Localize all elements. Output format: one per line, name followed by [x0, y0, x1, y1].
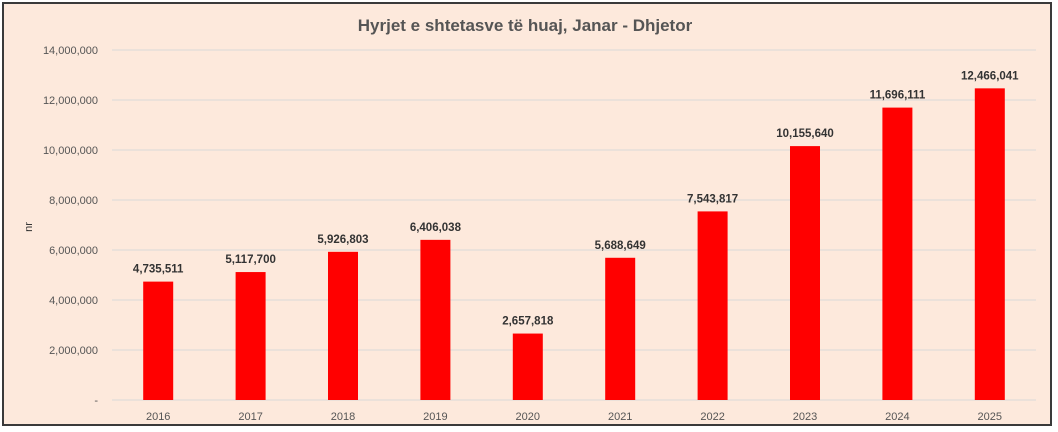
bar-chart: Hyrjet e shtetasve të huaj, Janar - Dhje… [23, 16, 1036, 423]
data-label: 5,688,649 [595, 240, 646, 252]
bar [974, 88, 1005, 401]
bar [882, 107, 913, 400]
y-tick-label: 10,000,000 [43, 145, 98, 157]
bar [697, 211, 728, 400]
data-label: 5,926,803 [317, 234, 368, 246]
y-tick-label: 2,000,000 [49, 345, 98, 357]
bar [605, 257, 636, 400]
x-tick-label: 2017 [238, 411, 262, 423]
data-label: 4,735,511 [133, 264, 184, 276]
data-label: 10,155,640 [776, 128, 834, 140]
bar [790, 146, 820, 400]
x-tick-label: 2021 [608, 411, 632, 423]
x-tick-label: 2023 [793, 411, 817, 423]
data-labels: 4,735,511 5,117,700 5,926,803 6,406,038 2,65… [133, 70, 1019, 327]
data-label: 5,117,700 [225, 254, 276, 266]
y-tick-label: 8,000,000 [49, 195, 98, 207]
bars [143, 88, 1005, 401]
x-tick-label: 2024 [885, 411, 909, 423]
data-label: 2,657,818 [502, 316, 554, 328]
gridlines [112, 49, 1036, 401]
y-tick-label: 12,000,000 [43, 95, 98, 107]
data-label: 12,466,041 [961, 70, 1019, 82]
bar [328, 251, 358, 400]
y-tick-label: 14,000,000 [43, 45, 98, 57]
y-axis-label: nr [23, 222, 35, 232]
y-tick-label: 4,000,000 [49, 295, 98, 307]
x-axis-ticks: 2016 2017 2018 2019 2020 2021 2022 2023 2024 2025 [146, 411, 1002, 423]
x-tick-label: 2022 [700, 411, 724, 423]
bar [420, 239, 451, 400]
x-tick-label: 2019 [423, 411, 447, 423]
bar [235, 272, 266, 400]
bar [512, 333, 543, 400]
x-tick-label: 2016 [146, 411, 170, 423]
x-tick-label: 2025 [978, 411, 1002, 423]
bar [143, 281, 174, 400]
data-label: 7,543,817 [687, 193, 738, 205]
y-tick-label: - [94, 395, 98, 407]
x-tick-label: 2020 [516, 411, 540, 423]
y-tick-label: 6,000,000 [49, 245, 98, 257]
data-label: 6,406,038 [410, 222, 462, 234]
y-axis-ticks: - 2,000,000 4,000,000 6,000,000 8,000,000 10,… [43, 45, 98, 407]
x-tick-label: 2018 [331, 411, 355, 423]
chart-frame: Hyrjet e shtetasve të huaj, Janar - Dhje… [2, 2, 1052, 426]
chart-title: Hyrjet e shtetasve të huaj, Janar - Dhje… [358, 16, 693, 35]
data-label: 11,696,111 [870, 90, 926, 102]
